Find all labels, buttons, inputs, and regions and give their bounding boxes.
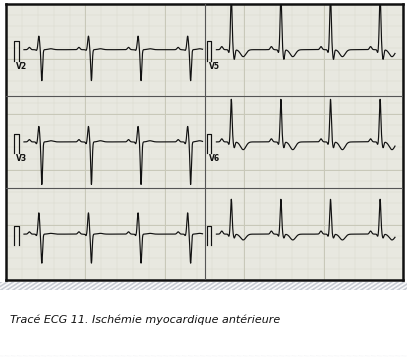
Text: V2: V2	[16, 62, 27, 71]
Text: V6: V6	[208, 154, 220, 163]
Text: V5: V5	[208, 62, 219, 71]
Text: V3: V3	[16, 154, 27, 163]
Text: Tracé ECG 11. Ischémie myocardique antérieure: Tracé ECG 11. Ischémie myocardique antér…	[10, 314, 280, 325]
